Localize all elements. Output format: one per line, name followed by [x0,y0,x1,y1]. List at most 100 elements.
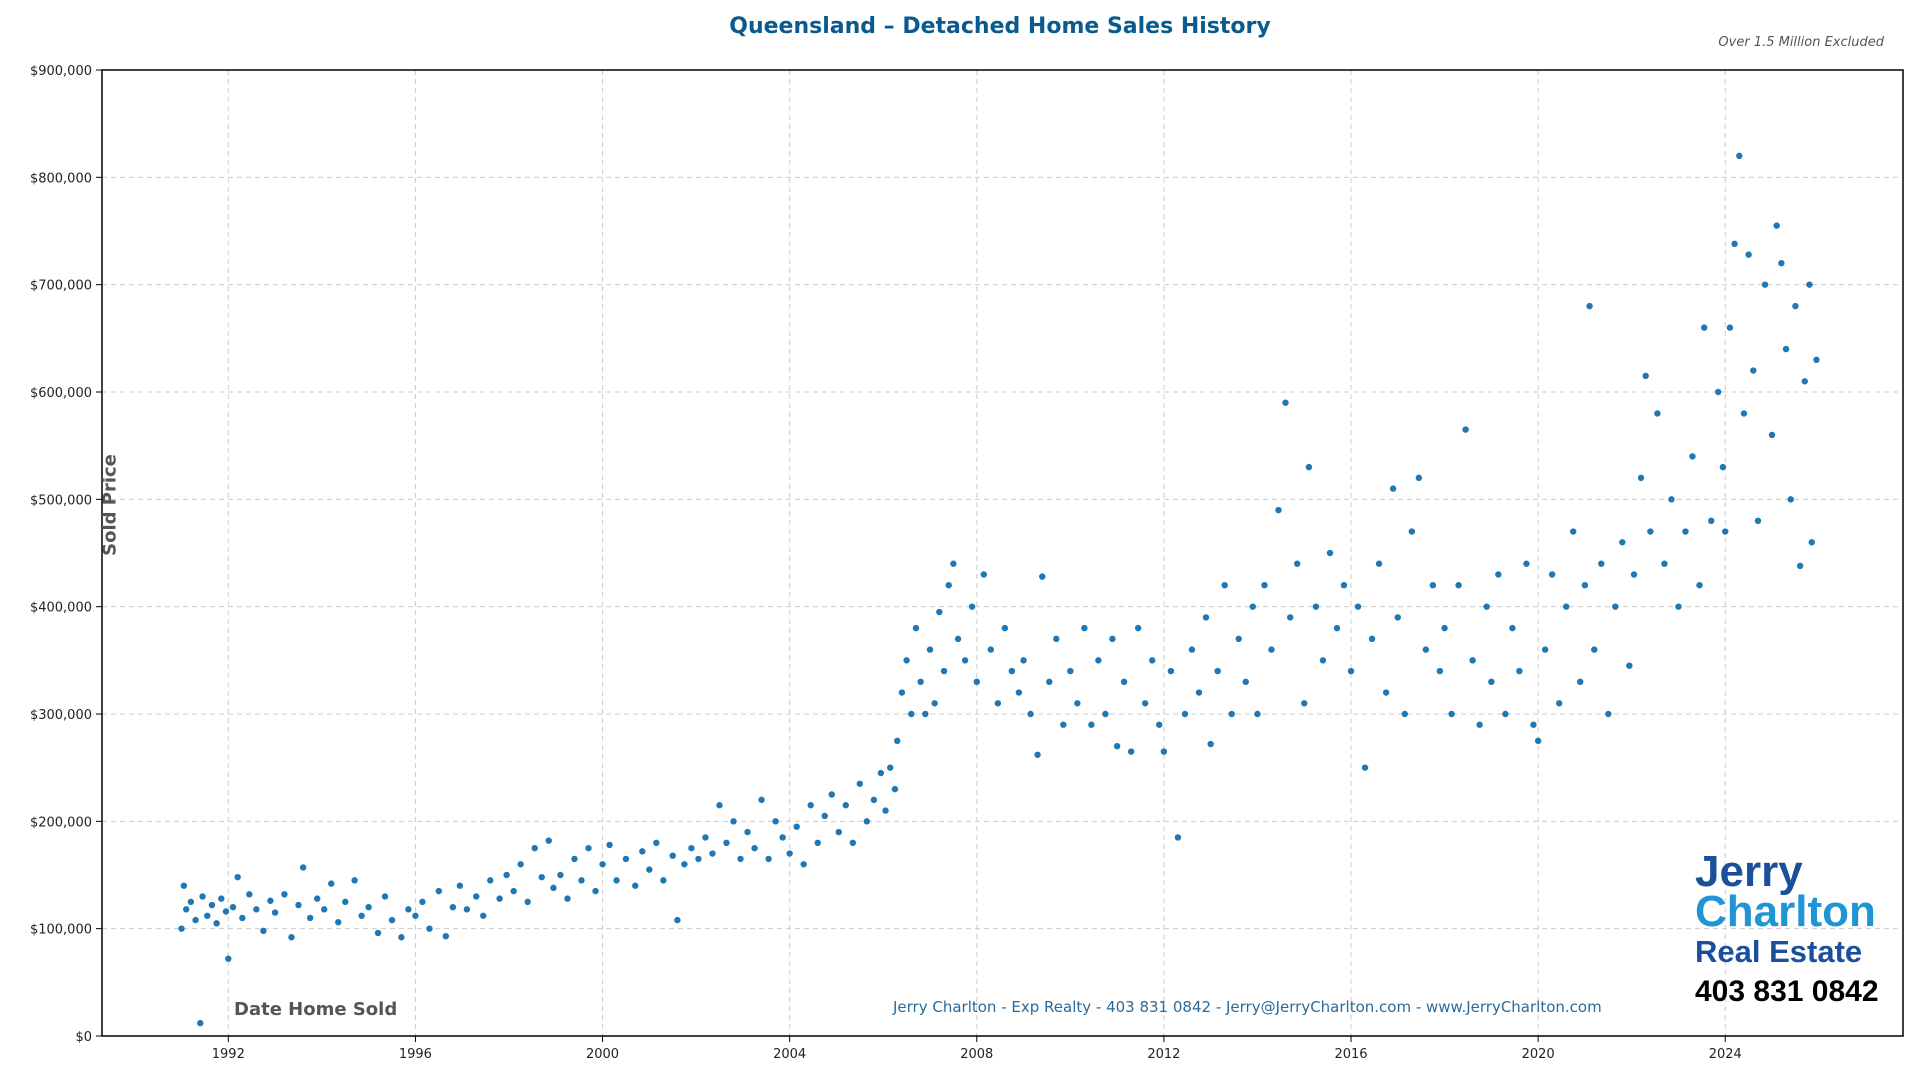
data-point [517,861,524,868]
x-tick-label: 2000 [586,1047,619,1062]
data-point [1502,710,1509,718]
data-point [681,861,688,868]
data-point [1778,260,1785,267]
data-point [1469,657,1476,664]
data-point [1401,710,1409,718]
data-point [381,893,389,900]
data-point [1761,281,1769,288]
data-point [1008,667,1016,675]
data-point [1719,463,1727,471]
data-point [1268,646,1275,653]
data-point [987,646,995,653]
data-point [1591,646,1598,653]
data-point [1530,721,1537,728]
data-point [940,667,948,675]
data-point [1689,453,1696,460]
data-point [758,796,765,804]
x-tick-label: 2004 [773,1047,806,1062]
data-point [435,887,443,895]
data-point [1394,614,1401,621]
data-point [306,914,314,922]
data-point [973,678,980,685]
data-point [1619,539,1626,546]
data-point [1408,528,1416,535]
data-point [1562,603,1570,610]
data-point [538,873,545,881]
data-point [1422,646,1430,653]
data-point [1361,764,1369,771]
data-point [1708,517,1715,524]
data-point [954,635,962,643]
data-point [1156,721,1163,728]
data-point [744,828,751,836]
data-point [267,897,274,904]
data-point [821,812,828,820]
data-point [903,657,910,664]
data-point [208,901,216,909]
data-point [253,906,260,913]
data-point [288,934,295,941]
data-point [592,887,599,895]
data-point [1202,614,1210,621]
data-point [1020,657,1027,664]
data-point [1700,324,1708,331]
data-point [1286,614,1294,621]
data-point [365,904,372,911]
data-point [342,898,349,906]
chart-note: Over 1.5 Million Excluded [1718,35,1884,50]
data-point [1034,751,1041,758]
data-point [1782,345,1790,353]
data-point [1516,667,1523,675]
data-point [1228,710,1235,718]
data-point [1134,624,1142,632]
data-point [1586,302,1593,310]
chart-title: Queensland – Detached Home Sales History [729,14,1271,39]
data-point [922,710,929,718]
data-point [1570,528,1577,535]
data-point [669,852,676,859]
data-point [786,850,793,857]
x-tick-label: 2008 [960,1047,993,1062]
data-point [835,828,842,836]
data-point [1127,748,1135,755]
data-point [374,929,382,937]
y-tick-label: $700,000 [30,279,92,294]
data-point [639,848,646,855]
data-point [187,898,195,906]
y-tick-label: $200,000 [30,815,92,830]
axis-ticks: 1992 1996 2000 2004 2008 2012 2016 2020 2024 $0 $1… [30,64,1742,1062]
data-point [828,791,835,798]
data-point [653,839,660,846]
data-point [1382,689,1390,696]
data-point [917,678,924,685]
data-point [1806,281,1813,288]
data-point [426,925,433,932]
data-point [1541,646,1549,653]
data-point [688,844,695,852]
data-point [1715,388,1722,396]
data-point [887,764,894,771]
y-tick-label: $500,000 [30,493,92,508]
data-point [882,807,889,814]
company-logo: Jerry Charlton Real Estate 403 831 0842 [1695,850,1885,1007]
data-point [716,802,723,809]
data-point [1120,678,1128,685]
data-point [246,891,253,898]
data-point [1261,582,1268,589]
data-point [968,603,976,610]
data-point [606,841,613,849]
data-point [856,780,864,787]
data-point [1015,689,1023,696]
data-point [225,955,232,962]
plot-frame [101,69,1904,1037]
data-point [1792,302,1799,310]
data-point [557,871,564,879]
data-point [183,906,190,913]
data-point [199,893,206,900]
logo-line-3: Real Estate [1695,934,1863,969]
data-point [213,920,220,927]
data-point [1483,603,1490,610]
data-point [1174,834,1182,841]
data-point [1534,737,1542,745]
